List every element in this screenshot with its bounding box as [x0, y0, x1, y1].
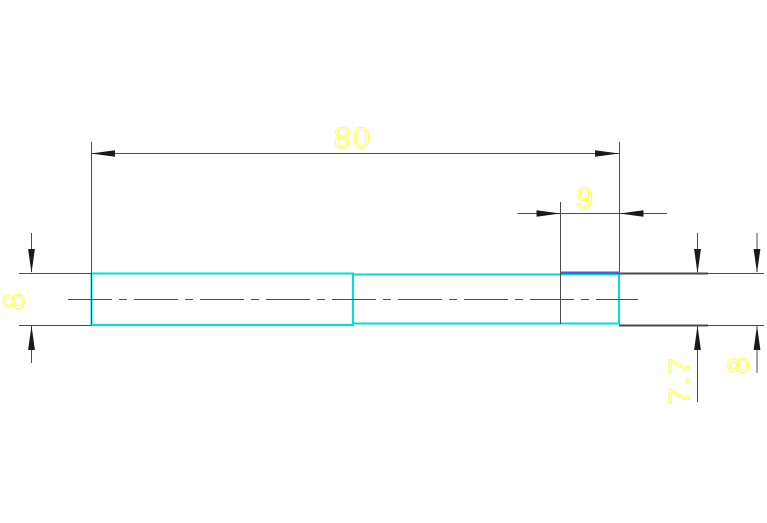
dimension-text-right-outer-diameter[interactable]: 8	[722, 354, 756, 374]
dimension-text-left-diameter[interactable]: 8	[0, 290, 32, 310]
arrowhead-right-icon	[619, 210, 644, 217]
shaft-front-view[interactable]	[68, 271, 764, 327]
arrowhead-up-icon	[753, 325, 761, 350]
arrowhead-up-icon	[28, 325, 35, 350]
arrowhead-down-icon	[28, 249, 35, 273]
dimension-overall-length[interactable]: 80	[91, 121, 620, 325]
arrowhead-right-icon	[595, 150, 619, 157]
dimension-step-length[interactable]: 9	[517, 181, 668, 324]
arrowhead-up-icon	[694, 325, 701, 350]
dimension-right-outer-diameter[interactable]: 8	[722, 233, 761, 374]
dimension-text-right-inner-diameter[interactable]: 7.7	[663, 355, 697, 405]
arrowhead-down-icon	[753, 249, 761, 273]
dimension-left-diameter[interactable]: 8	[0, 233, 91, 363]
dimension-text-overall-length[interactable]: 80	[333, 121, 372, 155]
dimension-right-inner-diameter[interactable]: 7.7	[663, 233, 701, 405]
arrowhead-left-icon	[536, 210, 561, 217]
arrowhead-left-icon	[91, 150, 115, 157]
arrowhead-down-icon	[694, 249, 701, 274]
dimension-text-step-length[interactable]: 9	[576, 181, 595, 215]
